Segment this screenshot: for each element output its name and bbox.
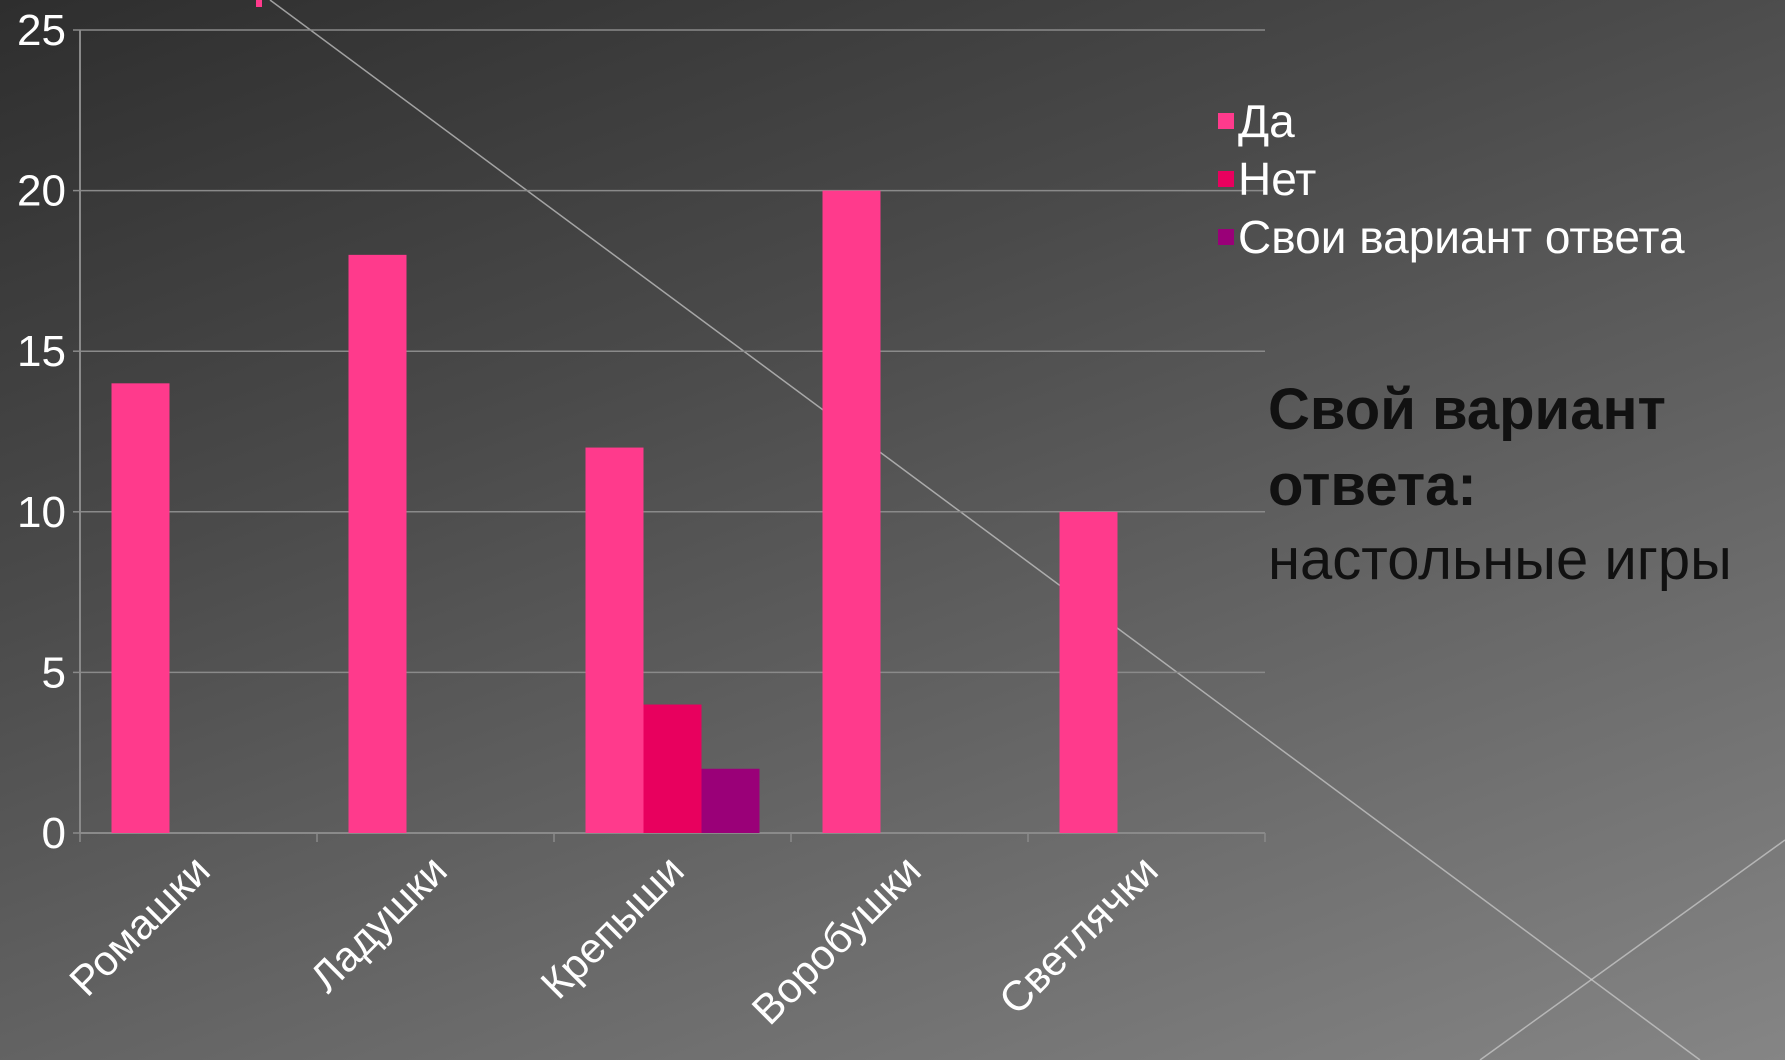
bar xyxy=(822,190,881,834)
decorative-diagonal-line xyxy=(1479,839,1785,1060)
decorative-diagonal-line xyxy=(269,0,1701,1060)
bar xyxy=(585,447,644,833)
y-tick-label: 15 xyxy=(17,327,66,376)
y-tick-label: 10 xyxy=(17,488,66,537)
legend: Да Нет Свои вариант ответа xyxy=(1218,92,1685,266)
legend-item: Да xyxy=(1218,92,1685,150)
y-tick-label: 20 xyxy=(17,167,66,216)
decorative-accent xyxy=(256,0,262,7)
legend-label: Нет xyxy=(1238,153,1317,205)
own-answer-note: Свой вариант ответа: настольные игры xyxy=(1268,372,1778,596)
legend-swatch xyxy=(1218,229,1234,245)
bar xyxy=(348,254,407,834)
y-tick-label: 5 xyxy=(42,648,66,697)
legend-label: Да xyxy=(1238,95,1295,147)
bar xyxy=(1059,511,1118,833)
y-tick-label: 0 xyxy=(42,809,66,858)
x-tick-label: Ромашки xyxy=(60,846,219,1005)
y-tick-label: 25 xyxy=(17,6,66,55)
legend-swatch xyxy=(1218,113,1234,129)
x-tick-label: Крепыши xyxy=(531,846,692,1007)
bar xyxy=(643,704,702,833)
note-text: настольные игры xyxy=(1268,527,1732,592)
legend-item: Нет xyxy=(1218,150,1685,208)
legend-swatch xyxy=(1218,171,1234,187)
note-title: Свой вариант ответа: xyxy=(1268,377,1666,518)
bar xyxy=(111,383,170,833)
x-tick-label: Светлячки xyxy=(990,846,1167,1023)
legend-item: Свои вариант ответа xyxy=(1218,208,1685,266)
x-tick-label: Воробушки xyxy=(743,846,930,1033)
bar xyxy=(701,768,760,833)
legend-label: Свои вариант ответа xyxy=(1238,211,1685,263)
x-tick-label: Ладушки xyxy=(301,846,456,1001)
